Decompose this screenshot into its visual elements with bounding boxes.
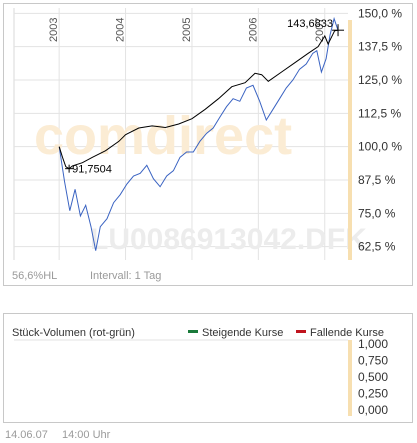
- year-tick-labels: 2003 2004 2005 2006 2007: [48, 18, 326, 42]
- x-tick-label: 2005: [181, 18, 193, 42]
- percent-tick-labels: 62,5 % 75,0 % 87,5 % 100,0 % 112,5 % 125,0 % 1…: [358, 6, 402, 253]
- legend-rising-label: Steigende Kurse: [202, 327, 283, 339]
- y-tick-label: 125,0 %: [358, 73, 402, 87]
- x-tick-label: 2006: [247, 18, 259, 42]
- price-annotations: 91,7504 143,6833: [65, 18, 345, 176]
- comdirect-watermark: comdirect: [34, 106, 292, 166]
- volume-tick-labels: 0,000 0,250 0,500 0,750 1,000: [358, 337, 388, 417]
- high-low-label: 56,6%HL: [12, 270, 58, 282]
- volume-y-tick-label: 1,000: [358, 337, 388, 351]
- y-tick-label: 87,5 %: [358, 173, 396, 187]
- volume-y-tick-label: 0,750: [358, 354, 388, 368]
- x-tick-label: 2007: [314, 18, 326, 42]
- x-tick-label: 2003: [48, 18, 60, 42]
- y-tick-label: 75,0 %: [358, 206, 396, 220]
- volume-y-tick-label: 0,250: [358, 387, 388, 401]
- last-annotation: 143,6833: [287, 18, 333, 30]
- y-tick-label: 112,5 %: [358, 106, 401, 120]
- y-tick-label: 100,0 %: [358, 140, 402, 154]
- series-line-0: [58, 29, 339, 170]
- volume-range-bar: [348, 340, 352, 416]
- y-tick-label: 150,0 %: [358, 6, 402, 20]
- volume-chart-panel: Stück-Volumen (rot-grün) Steigende Kurse…: [3, 313, 413, 423]
- volume-title: Stück-Volumen (rot-grün): [12, 327, 135, 339]
- legend-rising-swatch: [188, 330, 198, 333]
- footer-date: 14.06.07: [5, 429, 48, 441]
- volume-y-tick-label: 0,000: [358, 403, 388, 417]
- volume-chart: Stück-Volumen (rot-grün) Steigende Kurse…: [12, 327, 388, 417]
- low-annotation: 91,7504: [72, 164, 112, 176]
- x-tick-label: 2004: [115, 18, 127, 42]
- legend-falling-label: Fallende Kurse: [310, 327, 384, 339]
- y-tick-label: 137,5 %: [358, 40, 402, 54]
- y-tick-label: 62,5 %: [358, 240, 396, 254]
- series-line-1: [58, 16, 339, 251]
- price-range-bar: [348, 20, 352, 260]
- price-series: [58, 16, 339, 251]
- interval-label: Intervall: 1 Tag: [90, 270, 162, 282]
- isin-watermark: LU0086913042.DFK: [90, 223, 367, 256]
- price-chart-panel: comdirect LU0086913042.DFK 2003 2004 2005 2…: [3, 3, 413, 286]
- legend-falling-swatch: [296, 330, 306, 333]
- price-chart: comdirect LU0086913042.DFK 2003 2004 2005 2…: [13, 6, 402, 260]
- price-chart-grid: [13, 8, 348, 260]
- volume-y-tick-label: 0,500: [358, 370, 388, 384]
- footer-time: 14:00 Uhr: [62, 429, 111, 441]
